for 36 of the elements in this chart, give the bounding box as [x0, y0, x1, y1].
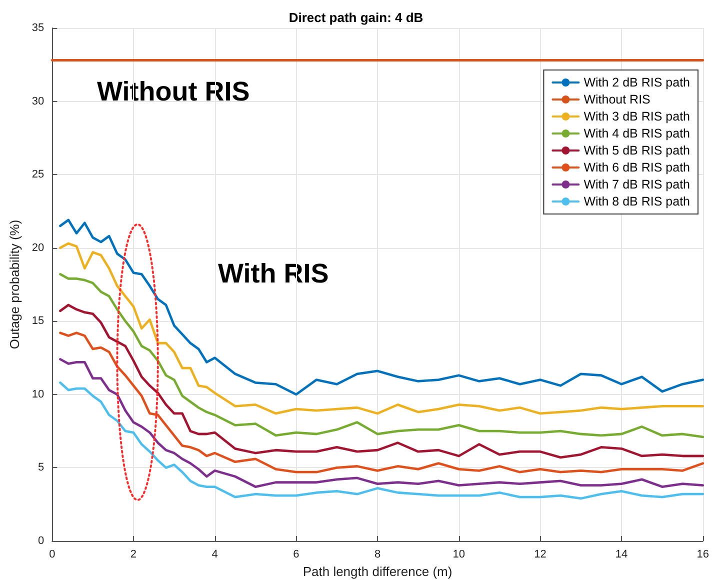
x-tick-label: 6 [293, 548, 300, 560]
legend-label: With 2 dB RIS path [584, 76, 690, 90]
line-series [59, 382, 704, 500]
line-series [59, 332, 704, 474]
y-tick-label: 0 [38, 535, 44, 547]
legend-label: With 7 dB RIS path [584, 178, 690, 192]
chart-title: Direct path gain: 4 dB [288, 10, 424, 25]
y-tick-label: 25 [32, 168, 44, 181]
annotation: Without RIS [97, 76, 250, 106]
line-series [59, 242, 704, 415]
y-tick-label: 30 [32, 95, 44, 108]
line-series [59, 218, 704, 396]
legend-label: With 8 dB RIS path [584, 194, 690, 208]
y-tick-label: 15 [32, 315, 44, 328]
x-tick-label: 12 [534, 548, 546, 560]
legend-label: With 4 dB RIS path [584, 126, 690, 140]
line-series [59, 358, 704, 488]
x-tick-label: 16 [696, 548, 710, 560]
x-axis-title: Path length difference (m) [302, 564, 452, 579]
y-axis-title: Outage probability (%) [7, 220, 22, 350]
x-tick-label: 14 [615, 548, 628, 560]
line-series [59, 304, 704, 459]
legend-label: With 3 dB RIS path [584, 110, 690, 124]
legend-label: With 6 dB RIS path [584, 160, 690, 174]
y-tick-label: 5 [38, 462, 44, 474]
x-tick-label: 4 [212, 548, 218, 560]
legend-label: With 5 dB RIS path [584, 144, 690, 158]
x-tick-label: 2 [130, 548, 137, 560]
legend-label: Without RIS [584, 92, 650, 106]
y-tick-label: 20 [32, 242, 44, 254]
x-tick-label: 8 [374, 548, 381, 560]
y-tick-label: 35 [32, 22, 44, 34]
x-tick-label: 10 [452, 548, 465, 560]
y-tick-label: 10 [32, 388, 44, 400]
annotation: With RIS [218, 258, 329, 288]
x-tick-label: 0 [49, 548, 56, 560]
